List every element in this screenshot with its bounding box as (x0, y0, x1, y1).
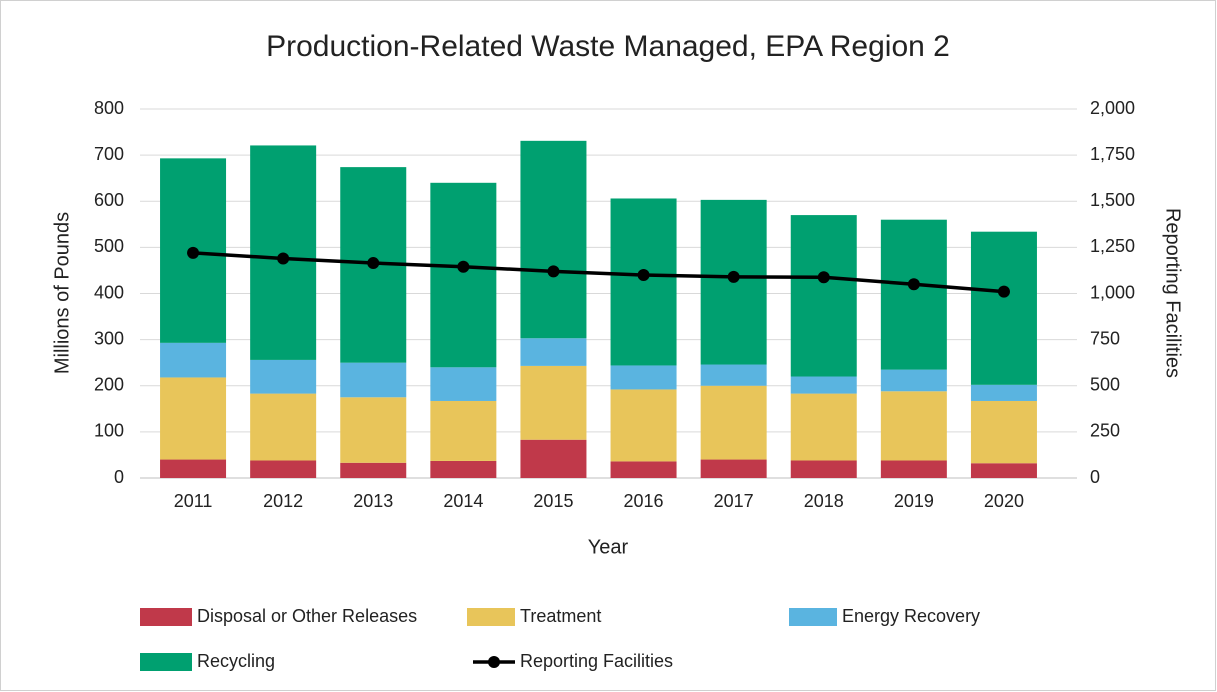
line-marker (367, 257, 380, 270)
x-tick-label: 2020 (984, 491, 1024, 511)
y2-tick-label: 1,500 (1090, 190, 1135, 210)
bar-segment (250, 393, 317, 461)
x-tick-label: 2018 (804, 491, 844, 511)
x-tick-label: 2011 (174, 491, 213, 511)
line-marker (997, 285, 1010, 298)
line-marker (457, 260, 470, 273)
bar-segment (520, 365, 587, 440)
x-tick-label: 2014 (443, 491, 483, 511)
y-tick-label: 600 (94, 190, 124, 210)
bar-segment (520, 439, 587, 478)
y-tick-label: 700 (94, 144, 124, 164)
legend-label: Recycling (197, 651, 275, 671)
y2-tick-label: 2,000 (1090, 98, 1135, 118)
y-tick-label: 500 (94, 236, 124, 256)
bar-segment (160, 342, 227, 378)
line-marker (817, 271, 830, 284)
legend-swatch (140, 653, 192, 671)
bar-segment (970, 384, 1037, 401)
bar-segment (340, 462, 407, 478)
bar-segment (610, 365, 677, 390)
line-marker (547, 265, 560, 278)
bar-segment (790, 393, 857, 461)
legend-swatch (467, 608, 515, 626)
bar-segment (880, 460, 947, 478)
line-marker (637, 269, 650, 282)
legend-label: Treatment (520, 606, 601, 626)
y2-tick-label: 1,750 (1090, 144, 1135, 164)
x-tick-label: 2016 (624, 491, 664, 511)
bar-segment (970, 463, 1037, 478)
line-marker (277, 252, 290, 265)
bar-segment (790, 460, 857, 478)
bar-segment (340, 397, 407, 463)
y2-tick-label: 0 (1090, 467, 1100, 487)
line-marker (907, 278, 920, 291)
y-tick-label: 800 (94, 98, 124, 118)
y-tick-label: 400 (94, 282, 124, 302)
y2-axis-title: Reporting Facilities (1162, 208, 1184, 378)
y2-tick-label: 250 (1090, 421, 1120, 441)
bar-segment (880, 369, 947, 392)
x-tick-label: 2015 (533, 491, 573, 511)
bar-segment (790, 376, 857, 394)
y2-tick-label: 1,000 (1090, 282, 1135, 302)
bar-segment (970, 400, 1037, 464)
bar-segment (430, 400, 497, 461)
bar-segment (430, 460, 497, 478)
bar-segment (430, 367, 497, 401)
bar-segment (610, 389, 677, 462)
chart-title: Production-Related Waste Managed, EPA Re… (266, 30, 950, 63)
y-tick-label: 0 (114, 467, 124, 487)
bar-segment (160, 377, 227, 460)
y2-tick-label: 750 (1090, 328, 1120, 348)
line-series (192, 251, 1005, 294)
legend-label: Energy Recovery (842, 606, 980, 626)
bar-segment (610, 461, 677, 478)
line-marker (187, 246, 200, 259)
bar-segment (700, 385, 767, 460)
bar-segment (700, 459, 767, 478)
x-axis-title: Year (588, 536, 629, 558)
legend-label: Reporting Facilities (520, 651, 673, 671)
x-tick-label: 2019 (894, 491, 934, 511)
x-tick-label: 2017 (714, 491, 754, 511)
y-tick-label: 100 (94, 421, 124, 441)
legend-swatch (140, 608, 192, 626)
bar-segment (790, 215, 857, 377)
bar-segment (520, 338, 587, 366)
legend-swatch (789, 608, 837, 626)
legend-marker (488, 656, 500, 668)
y-tick-label: 300 (94, 328, 124, 348)
bar-segment (700, 364, 767, 386)
bar-segment (160, 459, 227, 478)
bar-segment (250, 460, 317, 478)
bar-segment (340, 362, 407, 398)
bar-segment (250, 359, 317, 394)
bar-segment (610, 198, 677, 366)
y-tick-label: 200 (94, 375, 124, 395)
bar-segment (880, 219, 947, 370)
x-tick-label: 2012 (263, 491, 303, 511)
bar-segment (430, 182, 497, 368)
bar-segment (520, 140, 587, 339)
bar-segment (880, 391, 947, 461)
y2-tick-label: 500 (1090, 375, 1120, 395)
y-axis-title: Millions of Pounds (51, 212, 73, 374)
y2-tick-label: 1,250 (1090, 236, 1135, 256)
line-marker (727, 270, 740, 283)
x-tick-label: 2013 (353, 491, 393, 511)
bar-segment (970, 231, 1037, 385)
legend-label: Disposal or Other Releases (197, 606, 417, 626)
